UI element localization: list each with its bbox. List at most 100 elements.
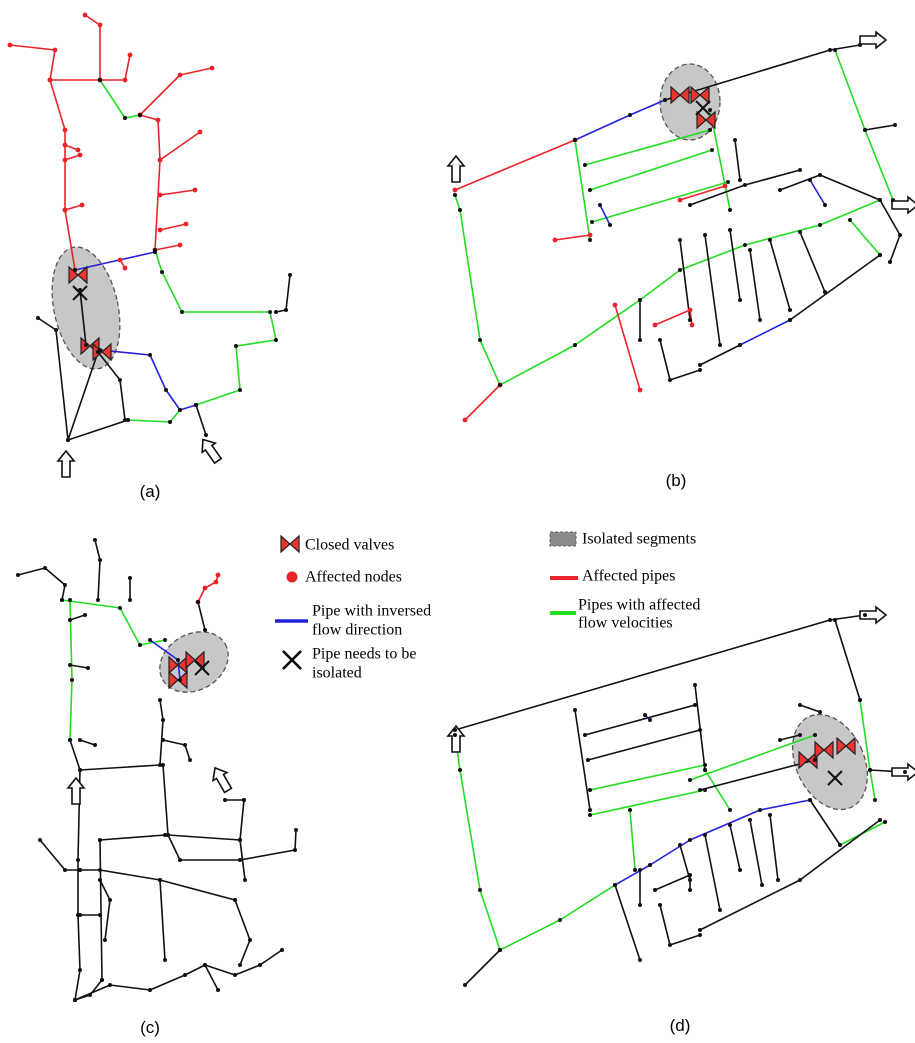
- node: [7, 42, 13, 48]
- node: [68, 618, 72, 622]
- node: [103, 938, 107, 942]
- pipe: [69, 664, 89, 669]
- node: [73, 268, 77, 272]
- node: [743, 183, 747, 187]
- pipe: [64, 154, 81, 161]
- node: [788, 308, 792, 312]
- node: [658, 903, 662, 907]
- pipe: [749, 819, 763, 886]
- node: [62, 142, 68, 148]
- node: [838, 843, 842, 847]
- pipe: [162, 739, 191, 761]
- node: [703, 833, 707, 837]
- pipe: [464, 384, 501, 421]
- node: [808, 178, 812, 182]
- node: [498, 948, 502, 952]
- node: [848, 218, 852, 222]
- node: [280, 948, 284, 952]
- node: [233, 973, 237, 977]
- node: [98, 913, 102, 917]
- node: [718, 343, 722, 347]
- node: [878, 198, 882, 202]
- pipe: [454, 139, 576, 191]
- pipe: [699, 819, 881, 931]
- node: [708, 108, 712, 112]
- node: [98, 838, 102, 842]
- node: [573, 343, 577, 347]
- node: [78, 913, 82, 917]
- pipe: [74, 949, 283, 1001]
- pipe: [659, 339, 701, 381]
- node: [678, 238, 682, 242]
- node: [823, 290, 827, 294]
- symbol: [195, 434, 226, 467]
- pipe: [574, 709, 591, 811]
- node: [658, 338, 662, 342]
- node: [163, 958, 167, 962]
- node: [293, 848, 297, 852]
- node: [798, 168, 802, 172]
- node: [78, 288, 82, 292]
- node: [868, 768, 872, 772]
- pipe: [699, 759, 816, 791]
- node: [161, 718, 165, 722]
- node: [178, 678, 182, 682]
- node: [288, 273, 292, 277]
- node: [728, 823, 732, 827]
- node: [161, 738, 165, 742]
- node: [638, 338, 642, 342]
- node: [453, 193, 457, 197]
- node: [148, 638, 152, 642]
- node: [453, 733, 457, 737]
- node: [668, 378, 672, 382]
- pipe: [679, 239, 691, 321]
- node: [687, 307, 693, 313]
- node: [98, 78, 102, 82]
- pipe: [679, 185, 726, 201]
- node: [202, 585, 208, 591]
- node: [118, 606, 122, 610]
- pipe: [80, 869, 236, 901]
- pipe: [589, 764, 706, 791]
- node: [238, 838, 242, 842]
- node: [164, 388, 168, 392]
- node: [728, 228, 732, 232]
- pipe: [809, 179, 826, 206]
- node: [96, 350, 100, 354]
- pipe: [864, 124, 896, 131]
- node: [73, 998, 77, 1002]
- node: [79, 202, 85, 208]
- node: [738, 868, 742, 872]
- pipe: [729, 824, 741, 871]
- node: [148, 353, 152, 357]
- node: [209, 65, 215, 71]
- node: [274, 338, 278, 342]
- node: [703, 233, 707, 237]
- pipe: [739, 319, 791, 346]
- pipe: [99, 834, 166, 841]
- node: [242, 798, 246, 802]
- panel-d: [447, 606, 915, 987]
- node: [75, 147, 81, 153]
- node: [233, 898, 237, 902]
- node: [166, 833, 170, 837]
- node: [47, 77, 53, 83]
- node: [768, 238, 772, 242]
- node: [180, 310, 184, 314]
- pipe: [734, 139, 741, 181]
- pipe: [159, 189, 196, 196]
- pipe: [749, 249, 761, 321]
- pipe: [17, 567, 66, 601]
- pipe: [704, 834, 721, 911]
- panel-c: [16, 538, 298, 1002]
- pipe: [574, 139, 591, 241]
- node: [223, 798, 227, 802]
- pipe: [769, 239, 791, 311]
- node: [194, 403, 198, 407]
- node: [176, 658, 180, 662]
- node: [458, 208, 462, 212]
- pipe: [614, 884, 641, 961]
- node: [598, 203, 602, 207]
- node: [196, 600, 200, 604]
